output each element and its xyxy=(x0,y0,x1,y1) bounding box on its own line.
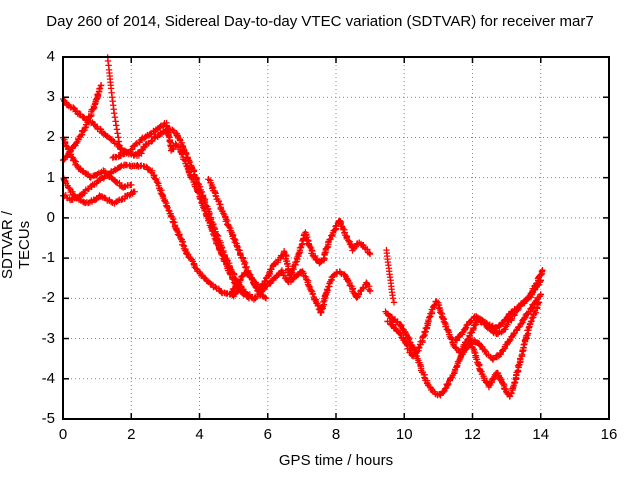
x-axis-label: GPS time / hours xyxy=(278,452,394,469)
y-tick-label: -3 xyxy=(41,329,55,347)
y-tick-label: -1 xyxy=(41,249,55,267)
data-series-trace-11 xyxy=(230,267,374,316)
x-tick-label: 6 xyxy=(263,426,272,443)
x-tick-label: 16 xyxy=(600,426,618,443)
y-tick-label: -4 xyxy=(41,369,55,387)
x-tick-label: 14 xyxy=(532,426,550,443)
y-tick-label: 0 xyxy=(46,208,55,226)
x-tick-label: 8 xyxy=(331,426,341,443)
x-tick-label: 4 xyxy=(195,426,204,443)
x-tick-label: 12 xyxy=(464,426,481,443)
x-tick-label: 0 xyxy=(58,426,68,443)
x-tick-label: 2 xyxy=(127,426,136,443)
chart-title: Day 260 of 2014, Sidereal Day-to-day VTE… xyxy=(46,13,594,30)
y-tick-label: 3 xyxy=(46,88,55,106)
x-tick-label: 10 xyxy=(395,426,413,443)
data-series-trace-15 xyxy=(466,299,543,400)
y-tick-label: -5 xyxy=(41,410,55,427)
data-series-trace-07 xyxy=(109,119,248,298)
y-tick-label: 1 xyxy=(46,168,55,186)
data-series-trace-08 xyxy=(134,125,253,302)
data-series-trace-14 xyxy=(384,267,546,360)
data-series-trace-16 xyxy=(452,277,544,344)
data-series-trace-10 xyxy=(228,217,374,296)
y-tick-label: 2 xyxy=(46,128,55,146)
y-axis-label: SDTVAR / TECUs xyxy=(0,210,33,280)
y-tick-label: 4 xyxy=(46,48,55,65)
data-series-trace-12 xyxy=(383,246,398,306)
plot-border xyxy=(62,56,610,420)
y-tick-label: -2 xyxy=(41,289,55,307)
data-series-trace-13 xyxy=(382,291,544,399)
